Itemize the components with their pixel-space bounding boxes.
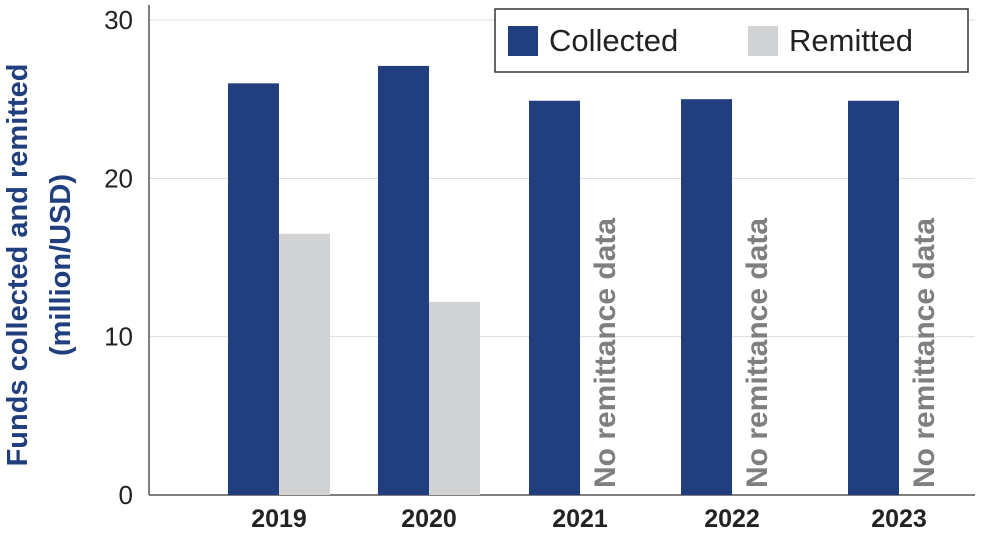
y-tick-label: 20 bbox=[104, 163, 133, 193]
bar-collected-2021 bbox=[529, 100, 580, 495]
x-tick-label: 2020 bbox=[401, 505, 457, 533]
x-tick-label: 2023 bbox=[871, 505, 927, 533]
y-axis-label-line-1: Funds collected and remitted bbox=[2, 64, 34, 467]
no-remittance-note: No remittance data bbox=[908, 218, 941, 488]
legend-label-collected: Collected bbox=[549, 23, 678, 58]
bar-remitted-2019 bbox=[279, 233, 330, 495]
no-remittance-note: No remittance data bbox=[741, 218, 774, 488]
bar-collected-2019 bbox=[228, 83, 279, 495]
bar-collected-2020 bbox=[378, 65, 429, 496]
y-tick-label: 10 bbox=[104, 322, 133, 352]
x-tick-label: 2022 bbox=[704, 505, 760, 533]
tick-labels: 0 10 20 30 2019 2020 2021 2022 2023 bbox=[104, 5, 927, 533]
bar-collected-2022 bbox=[681, 99, 732, 496]
legend-swatch-collected bbox=[508, 26, 538, 56]
y-axis-label-line-2: (million/USD) bbox=[45, 174, 77, 356]
annotations: No remittance data No remittance data No r… bbox=[589, 218, 941, 488]
x-tick-label: 2021 bbox=[552, 505, 608, 533]
bar-collected-2023 bbox=[848, 100, 899, 495]
legend: Collected Remitted bbox=[494, 8, 969, 73]
y-tick-label: 30 bbox=[104, 5, 133, 35]
bars bbox=[228, 65, 899, 496]
x-tick-label: 2019 bbox=[251, 505, 307, 533]
legend-label-remitted: Remitted bbox=[789, 23, 913, 58]
legend-swatch-remitted bbox=[748, 26, 778, 56]
bar-remitted-2020 bbox=[429, 301, 480, 495]
no-remittance-note: No remittance data bbox=[589, 218, 622, 488]
y-tick-label: 0 bbox=[119, 480, 133, 510]
legend-box bbox=[494, 8, 969, 73]
